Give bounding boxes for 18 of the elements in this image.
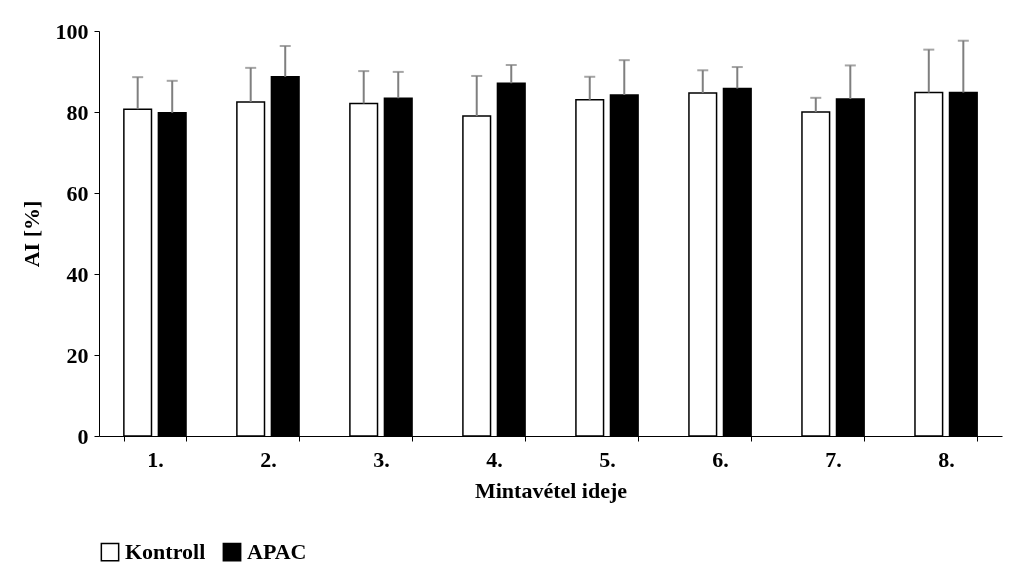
x-tick-label: 8.	[938, 446, 955, 472]
x-tick-label: 5.	[599, 446, 616, 472]
x-axis-title: Mintavétel ideje	[474, 477, 628, 503]
y-tick-label: 40	[66, 261, 89, 287]
y-tick-label: 20	[66, 342, 89, 368]
legend-label: Kontroll	[125, 539, 206, 565]
x-tick-label: 1.	[147, 446, 164, 472]
legend-label: APAC	[247, 539, 307, 565]
x-tick-label: 2.	[260, 446, 277, 472]
x-tick-label: 4.	[486, 446, 503, 472]
y-tick-label: 80	[66, 99, 89, 125]
y-tick-label: 60	[66, 180, 89, 206]
x-tick-label: 7.	[825, 446, 842, 472]
x-tick-label: 6.	[712, 446, 729, 472]
x-tick-label: 3.	[373, 446, 390, 472]
y-tick-label: 0	[77, 423, 89, 449]
y-tick-label: 100	[55, 18, 89, 44]
y-axis-title: AI [%]	[18, 200, 44, 268]
